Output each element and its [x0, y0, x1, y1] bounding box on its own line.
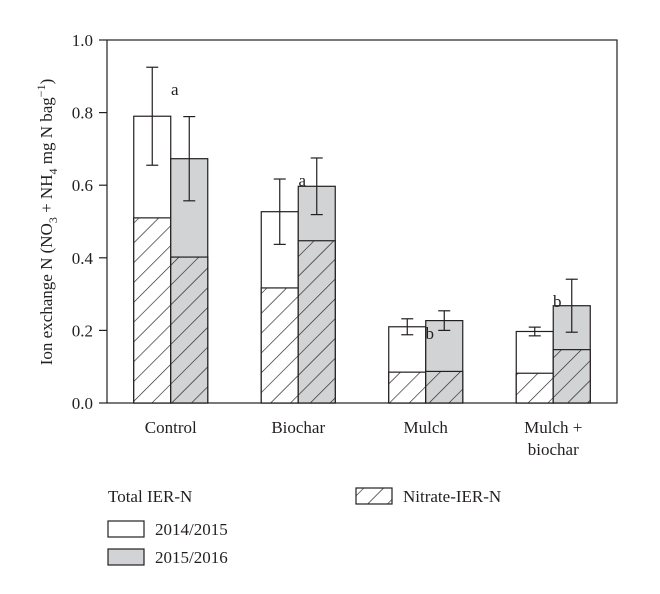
bar-nitrate-2014-2015 — [133, 217, 172, 404]
y-tick-label: 1.0 — [72, 31, 93, 50]
bar-nitrate-2015-2016 — [552, 349, 591, 404]
legend-label-nitrate: Nitrate-IER-N — [403, 487, 501, 506]
significance-letter: a — [298, 171, 306, 190]
legend: Total IER-N 2014/2015 2015/2016 Nitrate-IER… — [107, 487, 501, 567]
bar-nitrate-2014-2015 — [388, 371, 427, 404]
significance-letter: b — [553, 292, 562, 311]
x-tick-label: Mulch — [404, 418, 449, 437]
legend-title: Total IER-N — [108, 487, 192, 506]
x-tick-label: Biochar — [271, 418, 325, 437]
y-tick-label: 0.8 — [72, 104, 93, 123]
plot-frame — [106, 39, 618, 404]
bar-nitrate-2015-2016 — [170, 256, 209, 404]
legend-label: 2014/2015 — [155, 520, 228, 539]
plot-area: 0.0 0.2 0.4 0.6 0.8 1.0 Ion exchange N (NO3 + … — [34, 31, 618, 459]
significance-letter: a — [171, 80, 179, 99]
significance-letter: b — [426, 324, 435, 343]
y-tick-label: 0.6 — [72, 176, 93, 195]
x-tick-label: Mulch + — [524, 418, 582, 437]
legend-swatch-2014-2015 — [107, 520, 145, 538]
legend-swatch-2015-2016 — [107, 548, 145, 566]
y-tick-label: 0.0 — [72, 394, 93, 413]
legend-swatch-nitrate — [355, 487, 393, 505]
y-tick-label: 0.2 — [72, 321, 93, 340]
y-tick-label: 0.4 — [72, 249, 94, 268]
y-axis-label: Ion exchange N (NO3 + NH4 mg N bag−1) — [34, 79, 60, 366]
legend-label: 2015/2016 — [155, 548, 228, 567]
bar-nitrate-2015-2016 — [297, 240, 336, 404]
x-tick-label: biochar — [528, 440, 579, 459]
bar-nitrate-2014-2015 — [515, 372, 554, 404]
bar-nitrate-2014-2015 — [260, 287, 299, 404]
x-tick-label: Control — [145, 418, 197, 437]
bar-nitrate-2015-2016 — [425, 370, 464, 404]
